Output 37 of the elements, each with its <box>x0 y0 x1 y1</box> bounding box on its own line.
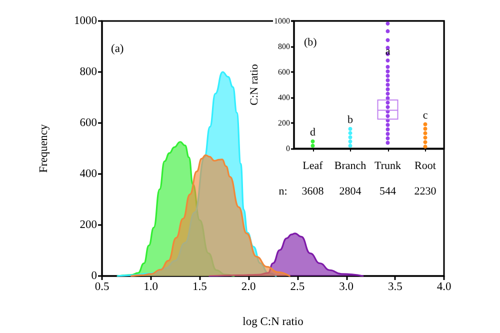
x-tick-label: 3.5 <box>388 281 403 293</box>
annotation: 2804 <box>339 186 362 198</box>
annotation: 2230 <box>414 186 437 198</box>
y-tick-label: 0 <box>91 270 98 282</box>
x-tick-label: 2.0 <box>241 281 256 293</box>
annotation: 544 <box>380 186 396 198</box>
y-tick-label: 600 <box>278 68 290 76</box>
y-tick-label: 800 <box>80 66 98 78</box>
x-axis-title: log C:N ratio <box>242 316 304 328</box>
x-tick-label: Leaf <box>302 160 324 172</box>
annotation: d <box>310 126 316 138</box>
annotation: (a) <box>111 43 124 55</box>
annotation: c <box>422 109 428 122</box>
y-tick-label: 200 <box>278 118 290 128</box>
y-axis-title: C:N ratio <box>248 64 260 106</box>
y-tick-label: 1000 <box>274 16 290 26</box>
y-tick-label: 800 <box>278 42 290 51</box>
x-tick-label: Branch <box>334 160 367 172</box>
y-axis-title: Frequency <box>38 124 50 173</box>
y-tick-label: 200 <box>80 219 98 231</box>
x-tick-label: 4.0 <box>436 281 452 293</box>
y-tick-label: 600 <box>80 117 98 129</box>
x-tick-label: 3.0 <box>339 281 354 293</box>
x-tick-label: 1.0 <box>144 281 158 293</box>
annotation: (b) <box>304 36 318 48</box>
y-tick-label: 1000 <box>74 15 98 27</box>
x-tick-label: 0.5 <box>94 281 110 293</box>
x-tick-label: Trunk <box>374 160 402 172</box>
x-tick-label: 2.5 <box>290 281 305 293</box>
annotation: n: <box>278 186 288 198</box>
annotation: b <box>348 114 354 126</box>
x-tick-label: 1.5 <box>192 281 208 293</box>
annotation: 3608 <box>302 186 324 198</box>
y-tick-label: 0 <box>286 144 290 153</box>
x-tick-label: Root <box>414 160 436 172</box>
y-tick-label: 400 <box>278 93 290 102</box>
y-tick-label: 400 <box>80 168 98 180</box>
